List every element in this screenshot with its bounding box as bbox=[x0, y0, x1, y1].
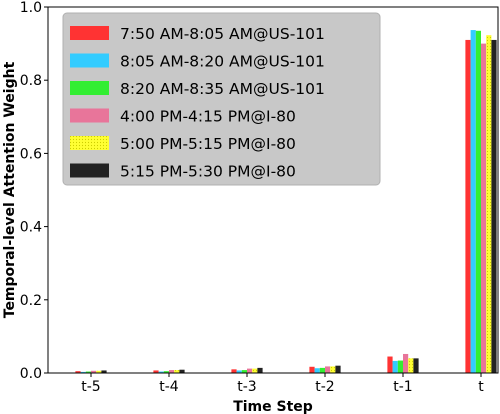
y-tick-label: 0.4 bbox=[20, 220, 42, 236]
legend-swatch bbox=[70, 53, 109, 68]
y-tick-label: 0.2 bbox=[20, 293, 42, 309]
bar-t-series-4 bbox=[481, 43, 487, 373]
y-tick-label: 0.6 bbox=[20, 146, 42, 162]
y-tick-label: 1.0 bbox=[20, 0, 42, 16]
bar-t-4-series-4 bbox=[169, 370, 175, 373]
bar-t-3-series-1 bbox=[231, 369, 237, 373]
y-tick-label: 0.0 bbox=[20, 366, 42, 382]
legend-swatch bbox=[70, 81, 109, 95]
bar-t-1-series-3 bbox=[397, 360, 403, 373]
legend-label: 8:05 AM-8:20 AM@US-101 bbox=[120, 53, 325, 71]
bar-t-2-series-6 bbox=[335, 365, 341, 373]
legend-label: 5:00 PM-5:15 PM@I-80 bbox=[120, 135, 296, 153]
bar-t-5-series-3 bbox=[85, 371, 91, 373]
legend-swatch bbox=[70, 163, 109, 178]
legend-box bbox=[62, 12, 381, 186]
bar-t-3-series-6 bbox=[257, 367, 263, 373]
bar-t-2-series-5 bbox=[330, 366, 336, 373]
plot-frame bbox=[47, 6, 499, 374]
bar-t-5-series-2 bbox=[80, 371, 86, 373]
legend-swatch bbox=[70, 26, 109, 40]
x-tick-label: t-2 bbox=[315, 379, 334, 395]
x-tick-label: t bbox=[478, 379, 484, 395]
bar-t-3-series-2 bbox=[236, 370, 242, 373]
y-tick-label: 0.8 bbox=[20, 73, 42, 89]
bar-t-5-series-1 bbox=[75, 371, 81, 373]
legend-label: 5:15 PM-5:30 PM@I-80 bbox=[120, 163, 296, 181]
legend-label: 7:50 AM-8:05 AM@US-101 bbox=[120, 25, 325, 43]
bar-t-4-series-2 bbox=[158, 371, 164, 373]
bar-t-2-series-2 bbox=[314, 368, 320, 373]
legend-swatch bbox=[70, 108, 109, 123]
legend-swatch bbox=[70, 136, 109, 150]
bar-t-3-series-4 bbox=[247, 368, 253, 373]
bar-t-5-series-4 bbox=[91, 370, 97, 373]
bar-t-4-series-1 bbox=[153, 370, 159, 373]
bar-t-3-series-3 bbox=[241, 370, 247, 373]
legend-label: 8:20 AM-8:35 AM@US-101 bbox=[120, 80, 325, 98]
bar-t-series-5 bbox=[486, 35, 492, 374]
bar-t-series-2 bbox=[470, 30, 476, 374]
bar-t-4-series-5 bbox=[174, 370, 180, 373]
x-tick-label: t-5 bbox=[81, 379, 100, 395]
x-tick-label: t-1 bbox=[393, 379, 412, 395]
bar-t-2-series-1 bbox=[309, 366, 315, 373]
bar-t-5-series-6 bbox=[101, 370, 107, 373]
bar-t-series-6 bbox=[491, 39, 497, 373]
bar-t-1-series-5 bbox=[408, 358, 414, 373]
bar-t-2-series-3 bbox=[319, 367, 325, 373]
bar-t-1-series-2 bbox=[392, 360, 398, 373]
bar-t-1-series-1 bbox=[387, 356, 393, 373]
x-tick-label: t-4 bbox=[159, 379, 179, 395]
x-axis-title: Time Step bbox=[233, 399, 313, 414]
bar-t-1-series-6 bbox=[413, 358, 419, 373]
bar-t-4-series-3 bbox=[163, 371, 169, 373]
bar-t-3-series-5 bbox=[252, 368, 258, 373]
y-axis-title: Temporal-level Attention Weight bbox=[2, 61, 18, 318]
bar-t-4-series-6 bbox=[179, 369, 185, 373]
bar-t-1-series-4 bbox=[403, 353, 409, 373]
x-tick-label: t-3 bbox=[237, 379, 256, 395]
bar-t-2-series-4 bbox=[325, 366, 331, 373]
bar-t-5-series-5 bbox=[96, 370, 102, 373]
bar-t-series-1 bbox=[465, 39, 471, 373]
bar-t-series-3 bbox=[475, 30, 481, 373]
legend-label: 4:00 PM-4:15 PM@I-80 bbox=[120, 108, 296, 126]
